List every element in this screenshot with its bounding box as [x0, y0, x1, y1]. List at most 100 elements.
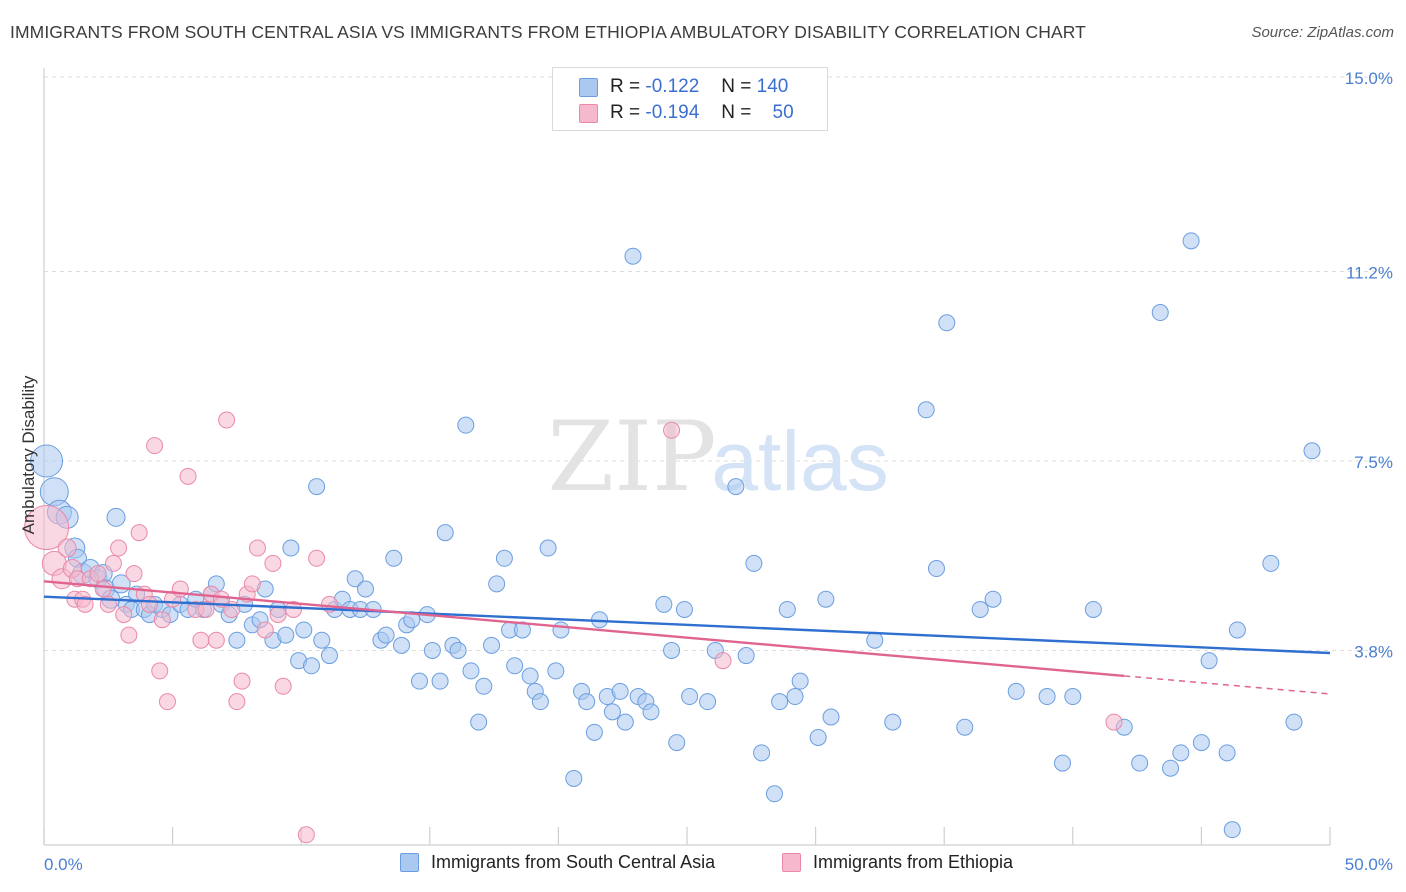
data-point-ethiopia: [197, 600, 215, 618]
legend-r-value: -0.122: [645, 76, 700, 97]
data-point-south-central-asia: [1162, 759, 1180, 777]
data-point-ethiopia: [233, 672, 251, 690]
data-point-south-central-asia: [308, 478, 326, 496]
data-point-ethiopia: [115, 606, 133, 624]
legend-n-label: N =: [721, 102, 752, 123]
data-point-south-central-asia: [457, 416, 475, 434]
legend-swatch-blue: [579, 77, 598, 97]
source-label: Source: ZipAtlas.com: [1251, 24, 1394, 41]
data-point-south-central-asia: [668, 734, 686, 752]
data-point-south-central-asia: [320, 647, 338, 665]
data-point-ethiopia: [274, 677, 292, 695]
data-point-south-central-asia: [1038, 688, 1056, 706]
data-point-south-central-asia: [765, 785, 783, 803]
trend-lines: [43, 580, 1331, 695]
data-point-south-central-asia: [423, 641, 441, 659]
y-tick-label: 3.8%: [1354, 642, 1393, 661]
legend-swatch-pink: [579, 103, 598, 123]
data-point-south-central-asia: [578, 693, 596, 711]
data-point-ethiopia: [297, 826, 315, 844]
data-point-south-central-asia: [393, 636, 411, 654]
watermark: ZIP atlas: [547, 401, 888, 513]
data-point-south-central-asia: [884, 713, 902, 731]
data-point-south-central-asia: [817, 590, 835, 608]
data-point-ethiopia: [1105, 713, 1123, 731]
y-axis-label: Ambulatory Disability: [19, 375, 38, 534]
data-point-south-central-asia: [547, 662, 565, 680]
chart-title: IMMIGRANTS FROM SOUTH CENTRAL ASIA VS IM…: [10, 22, 1086, 42]
data-point-south-central-asia: [753, 744, 771, 762]
data-point-south-central-asia: [917, 401, 935, 419]
legend-row-blue: R = -0.122 N = 140: [579, 74, 788, 100]
legend-label: Immigrants from Ethiopia: [813, 852, 1014, 872]
data-point-south-central-asia: [431, 672, 449, 690]
legend-label: Immigrants from South Central Asia: [431, 852, 716, 872]
legend-swatch-blue: [400, 853, 419, 872]
data-point-ethiopia: [104, 554, 122, 572]
data-point-south-central-asia: [809, 728, 827, 746]
data-point-south-central-asia: [624, 247, 642, 265]
data-point-south-central-asia: [411, 672, 429, 690]
legend-item-ethiopia: Immigrants from Ethiopia: [782, 852, 1013, 873]
data-point-ethiopia: [269, 606, 287, 624]
data-point-south-central-asia: [1131, 754, 1149, 772]
data-point-south-central-asia: [663, 641, 681, 659]
legend-r-label: R =: [610, 102, 641, 123]
legend-n-label: N =: [721, 76, 752, 97]
data-point-south-central-asia: [539, 539, 557, 557]
data-point-ethiopia: [140, 595, 158, 613]
data-point-ethiopia: [89, 565, 107, 583]
data-point-ethiopia: [153, 611, 171, 629]
data-point-south-central-asia: [1218, 744, 1236, 762]
legend-item-south-central-asia: Immigrants from South Central Asia: [400, 852, 715, 873]
watermark-zip: ZIP: [547, 401, 716, 513]
legend-n-value: 50: [772, 102, 794, 123]
data-point-ethiopia: [243, 575, 261, 593]
data-point-south-central-asia: [745, 554, 763, 572]
data-point-ethiopia: [264, 554, 282, 572]
data-point-south-central-asia: [436, 524, 454, 542]
data-point-ethiopia: [218, 411, 236, 429]
data-point-ethiopia: [663, 421, 681, 439]
data-point-ethiopia: [228, 693, 246, 711]
data-point-south-central-asia: [106, 507, 126, 527]
data-point-south-central-asia: [655, 595, 673, 613]
data-point-south-central-asia: [531, 693, 549, 711]
data-point-ethiopia: [256, 621, 274, 639]
data-point-south-central-asia: [552, 621, 570, 639]
data-point-south-central-asia: [603, 703, 621, 721]
legend-n-value: 140: [756, 76, 789, 97]
data-point-south-central-asia: [1262, 554, 1280, 572]
data-point-south-central-asia: [778, 600, 796, 618]
data-point-south-central-asia: [506, 657, 524, 675]
data-point-south-central-asia: [1007, 682, 1025, 700]
data-point-south-central-asia: [377, 626, 395, 644]
data-point-ethiopia: [714, 652, 732, 670]
data-point-ethiopia: [179, 467, 197, 485]
data-point-south-central-asia: [1151, 304, 1169, 322]
data-point-south-central-asia: [521, 667, 539, 685]
data-point-south-central-asia: [938, 314, 956, 332]
grid-lines: [44, 76, 1392, 651]
data-point-south-central-asia: [483, 636, 501, 654]
data-point-ethiopia: [130, 524, 148, 542]
data-point-south-central-asia: [927, 560, 945, 578]
data-point-south-central-asia: [642, 703, 660, 721]
data-point-south-central-asia: [313, 631, 331, 649]
data-point-south-central-asia: [984, 590, 1002, 608]
data-point-ethiopia: [76, 595, 94, 613]
series-south-central-asia: [30, 232, 1321, 839]
x-tick-label: 50.0%: [1345, 855, 1393, 874]
data-point-south-central-asia: [30, 444, 64, 478]
data-point-south-central-asia: [228, 631, 246, 649]
legend-r-value: -0.194: [645, 102, 700, 123]
data-point-south-central-asia: [727, 478, 745, 496]
data-point-ethiopia: [110, 539, 128, 557]
data-point-south-central-asia: [1182, 232, 1200, 250]
data-point-south-central-asia: [295, 621, 313, 639]
x-tick-label: 0.0%: [44, 855, 83, 874]
data-point-ethiopia: [120, 626, 138, 644]
data-point-ethiopia: [158, 693, 176, 711]
data-point-ethiopia: [284, 600, 302, 618]
